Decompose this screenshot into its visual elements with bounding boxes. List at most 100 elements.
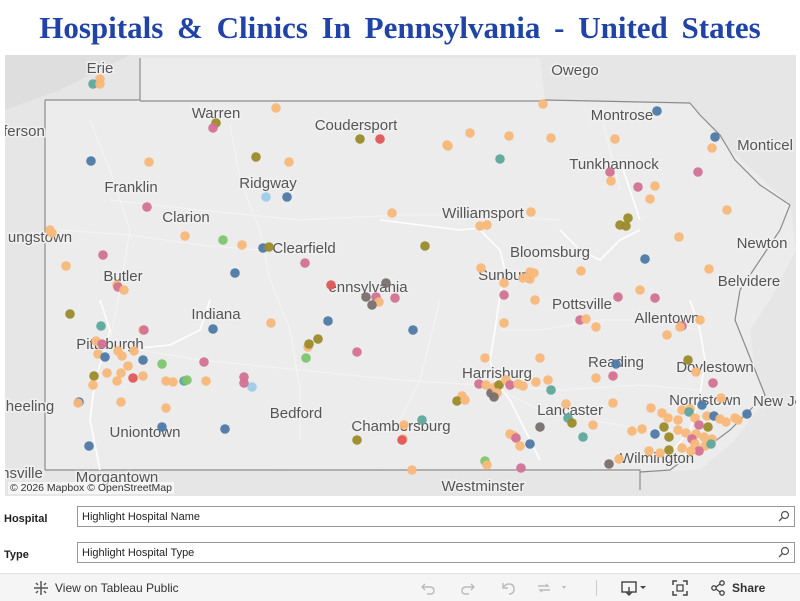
hospital-marker[interactable] xyxy=(264,242,274,252)
hospital-marker[interactable] xyxy=(650,429,660,439)
hospital-marker[interactable] xyxy=(677,443,687,453)
hospital-marker[interactable] xyxy=(644,446,654,456)
hospital-marker[interactable] xyxy=(588,420,598,430)
hospital-marker[interactable] xyxy=(161,376,171,386)
hospital-marker[interactable] xyxy=(230,268,240,278)
hospital-marker[interactable] xyxy=(201,376,211,386)
hospital-marker[interactable] xyxy=(706,439,716,449)
hospital-marker[interactable] xyxy=(662,330,672,340)
hospital-marker[interactable] xyxy=(518,381,528,391)
hospital-marker[interactable] xyxy=(531,377,541,387)
hospital-marker[interactable] xyxy=(475,221,485,231)
hospital-marker[interactable] xyxy=(313,334,323,344)
hospital-marker[interactable] xyxy=(611,359,621,369)
hospital-marker[interactable] xyxy=(355,134,365,144)
hospital-marker[interactable] xyxy=(659,422,669,432)
map-attribution[interactable]: © 2026 Mapbox © OpenStreetMap xyxy=(8,482,174,494)
hospital-marker[interactable] xyxy=(604,459,614,469)
hospital-marker[interactable] xyxy=(323,316,333,326)
hospital-marker[interactable] xyxy=(397,435,407,445)
hospital-marker[interactable] xyxy=(112,376,122,386)
hospital-marker[interactable] xyxy=(390,293,400,303)
hospital-marker[interactable] xyxy=(674,232,684,242)
hospital-marker[interactable] xyxy=(208,324,218,334)
hospital-marker[interactable] xyxy=(605,167,615,177)
hospital-marker[interactable] xyxy=(481,380,491,390)
hospital-marker[interactable] xyxy=(452,396,462,406)
hospital-markers[interactable] xyxy=(45,74,752,475)
hospital-marker[interactable] xyxy=(261,192,271,202)
hospital-marker[interactable] xyxy=(742,409,752,419)
hospital-marker[interactable] xyxy=(86,156,96,166)
hospital-marker[interactable] xyxy=(664,432,674,442)
hospital-marker[interactable] xyxy=(526,207,536,217)
hospital-marker[interactable] xyxy=(645,194,655,204)
hospital-marker[interactable] xyxy=(282,192,292,202)
hospital-marker[interactable] xyxy=(663,413,673,423)
hospital-marker[interactable] xyxy=(123,361,133,371)
hospital-marker[interactable] xyxy=(637,424,647,434)
hospital-marker[interactable] xyxy=(144,157,154,167)
hospital-marker[interactable] xyxy=(304,339,314,349)
hospital-marker[interactable] xyxy=(301,353,311,363)
hospital-marker[interactable] xyxy=(157,422,167,432)
hospital-marker[interactable] xyxy=(515,441,525,451)
hospital-marker[interactable] xyxy=(693,167,703,177)
hospital-marker[interactable] xyxy=(516,463,526,473)
hospital-marker[interactable] xyxy=(381,278,391,288)
hospital-marker[interactable] xyxy=(88,380,98,390)
hospital-marker[interactable] xyxy=(505,380,515,390)
hospital-marker[interactable] xyxy=(47,228,57,238)
hospital-marker[interactable] xyxy=(100,352,110,362)
hospital-marker[interactable] xyxy=(722,205,732,215)
hospital-marker[interactable] xyxy=(408,325,418,335)
hospital-marker[interactable] xyxy=(686,446,696,456)
hospital-marker[interactable] xyxy=(247,382,257,392)
share-button[interactable]: Share xyxy=(710,574,765,601)
hospital-search-input[interactable] xyxy=(78,508,776,526)
fullscreen-button[interactable] xyxy=(672,574,688,601)
hospital-marker[interactable] xyxy=(518,273,528,283)
hospital-marker[interactable] xyxy=(208,123,218,133)
hospital-marker[interactable] xyxy=(699,432,709,442)
hospital-marker[interactable] xyxy=(578,432,588,442)
hospital-marker[interactable] xyxy=(610,134,620,144)
hospital-marker[interactable] xyxy=(591,322,601,332)
redo-button[interactable] xyxy=(460,574,476,601)
hospital-marker[interactable] xyxy=(525,439,535,449)
hospital-marker[interactable] xyxy=(88,79,98,89)
hospital-marker[interactable] xyxy=(613,292,623,302)
hospital-marker[interactable] xyxy=(627,426,637,436)
hospital-marker[interactable] xyxy=(733,415,743,425)
hospital-marker[interactable] xyxy=(708,378,718,388)
hospital-marker[interactable] xyxy=(96,321,106,331)
hospital-marker[interactable] xyxy=(535,422,545,432)
hospital-marker[interactable] xyxy=(640,254,650,264)
view-on-tableau-button[interactable]: View on Tableau Public xyxy=(32,574,179,601)
hospital-marker[interactable] xyxy=(300,258,310,268)
hospital-marker[interactable] xyxy=(95,79,105,89)
hospital-marker[interactable] xyxy=(128,373,138,383)
hospital-marker[interactable] xyxy=(465,128,475,138)
hospital-marker[interactable] xyxy=(407,465,417,475)
hospital-marker[interactable] xyxy=(182,375,192,385)
hospital-marker[interactable] xyxy=(664,445,674,455)
hospital-marker[interactable] xyxy=(623,213,633,223)
hospital-marker[interactable] xyxy=(546,133,556,143)
hospital-marker[interactable] xyxy=(420,241,430,251)
hospital-marker[interactable] xyxy=(119,285,129,295)
hospital-marker[interactable] xyxy=(417,415,427,425)
hospital-marker[interactable] xyxy=(61,261,71,271)
hospital-marker[interactable] xyxy=(650,293,660,303)
hospital-marker[interactable] xyxy=(499,318,509,328)
hospital-marker[interactable] xyxy=(499,278,509,288)
hospital-marker[interactable] xyxy=(650,181,660,191)
hospital-marker[interactable] xyxy=(697,400,707,410)
download-button[interactable] xyxy=(620,574,648,601)
hospital-marker[interactable] xyxy=(271,103,281,113)
search-icon[interactable] xyxy=(778,510,790,522)
hospital-marker[interactable] xyxy=(352,347,362,357)
hospital-marker[interactable] xyxy=(138,355,148,365)
hospital-marker[interactable] xyxy=(237,240,247,250)
hospital-marker[interactable] xyxy=(129,346,139,356)
